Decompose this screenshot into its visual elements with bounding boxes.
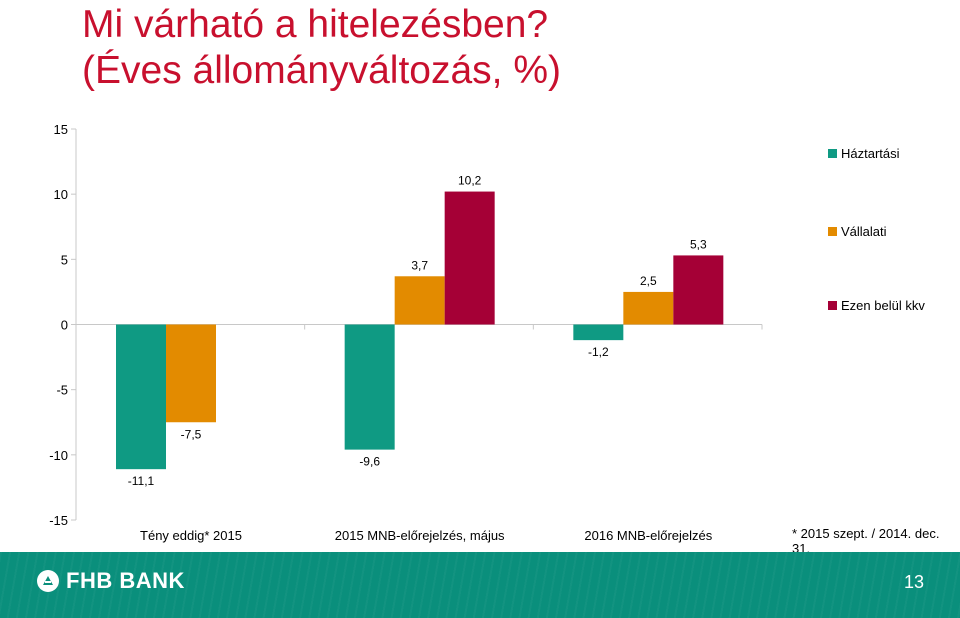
title-line-2: (Éves állományváltozás, %) bbox=[82, 49, 562, 92]
bar bbox=[573, 324, 624, 341]
bar bbox=[344, 324, 395, 450]
data-label: 5,3 bbox=[690, 237, 707, 251]
y-tick-label: -5 bbox=[56, 383, 68, 398]
y-tick-label: 5 bbox=[61, 252, 68, 267]
fhb-logo-icon bbox=[37, 570, 59, 592]
legend-swatch bbox=[828, 149, 837, 158]
x-category-label: Tény eddig* 2015 bbox=[140, 528, 242, 543]
bar bbox=[394, 276, 445, 325]
y-tick-label: 10 bbox=[54, 187, 68, 202]
bar bbox=[673, 255, 724, 325]
y-tick-label: -10 bbox=[49, 448, 68, 463]
data-label: -11,1 bbox=[128, 474, 155, 488]
bar bbox=[166, 324, 216, 423]
legend-swatch bbox=[828, 227, 837, 236]
bar bbox=[623, 291, 674, 325]
data-label: -1,2 bbox=[588, 345, 609, 359]
data-label: 10,2 bbox=[458, 174, 482, 188]
bar-chart: 15 10 5 0 -5 -10 -15 Tény eddig* 2015 2015 MNB-e… bbox=[49, 122, 925, 543]
fhb-logo: FHB BANK bbox=[36, 566, 185, 596]
page-number: 13 bbox=[903, 572, 924, 592]
data-label: -7,5 bbox=[181, 427, 202, 441]
x-category-label: 2015 MNB-előrejelzés, május bbox=[335, 528, 505, 543]
legend-label: Vállalati bbox=[841, 224, 887, 239]
title-line-1: Mi várható a hitelezésben? bbox=[82, 3, 549, 46]
y-tick-label: 0 bbox=[61, 318, 68, 333]
y-tick-label: 15 bbox=[54, 122, 68, 137]
y-tick-label: -15 bbox=[49, 513, 68, 528]
x-category-label: 2016 MNB-előrejelzés bbox=[584, 528, 712, 543]
slide-title: Mi várható a hitelezésben? (Éves állomán… bbox=[82, 2, 942, 94]
footer-bar: FHB BANK 13 bbox=[0, 552, 960, 618]
bar bbox=[116, 324, 166, 470]
legend-label: Ezen belül kkv bbox=[841, 298, 925, 313]
data-label: -9,6 bbox=[359, 455, 380, 469]
legend-label: Háztartási bbox=[841, 146, 900, 161]
brand-name: FHB BANK bbox=[66, 568, 185, 593]
bar bbox=[444, 191, 495, 325]
legend-swatch bbox=[828, 301, 837, 310]
data-label: 3,7 bbox=[411, 258, 428, 272]
data-label: 2,5 bbox=[640, 274, 657, 288]
